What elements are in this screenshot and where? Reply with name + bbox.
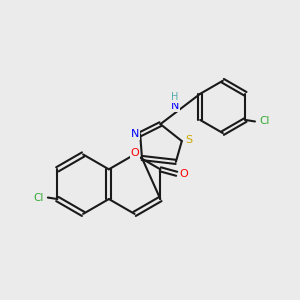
- Text: O: O: [130, 148, 139, 158]
- Text: Cl: Cl: [33, 193, 43, 202]
- Text: Cl: Cl: [259, 116, 270, 127]
- Text: N: N: [131, 129, 139, 139]
- Text: S: S: [185, 135, 192, 145]
- Text: N: N: [171, 101, 179, 111]
- Text: O: O: [180, 169, 188, 179]
- Text: H: H: [171, 92, 178, 102]
